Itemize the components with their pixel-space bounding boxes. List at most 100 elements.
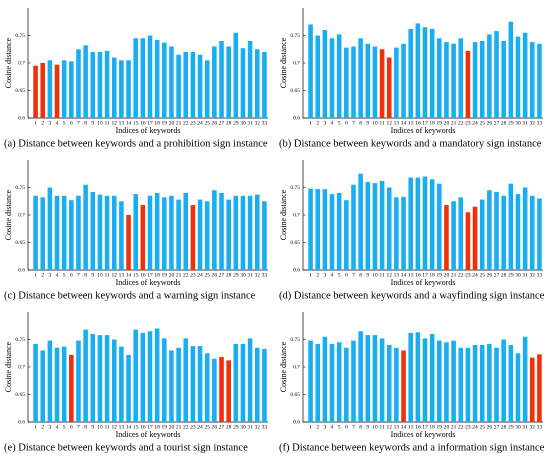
x-tick-label: 1	[309, 272, 312, 278]
bar	[212, 46, 217, 118]
y-tick-label: 0.6	[293, 115, 300, 121]
bar	[394, 197, 399, 270]
x-tick-label: 4	[331, 424, 334, 430]
x-tick-label: 31	[522, 424, 528, 430]
x-tick-label: 6	[345, 120, 348, 126]
bar	[501, 339, 506, 422]
x-tick-label: 33	[537, 272, 543, 278]
y-axis-label: Cosine distance	[4, 189, 13, 240]
y-tick-label: 0.65	[15, 392, 25, 398]
x-tick-label: 2	[316, 120, 319, 126]
bar	[308, 24, 313, 118]
chart-title: (d) Distance between keywords and a wayf…	[279, 290, 545, 301]
x-tick-label: 12	[111, 424, 117, 430]
x-tick-label: 16	[140, 424, 146, 430]
x-tick-label: 18	[154, 272, 160, 278]
x-tick-label: 17	[422, 120, 428, 126]
x-tick-label: 7	[77, 424, 80, 430]
x-tick-label: 33	[262, 120, 268, 126]
bar	[126, 354, 131, 422]
bar	[97, 52, 103, 118]
x-tick-label: 20	[444, 424, 450, 430]
bar	[479, 41, 485, 118]
bar	[494, 31, 499, 119]
bar	[408, 28, 413, 118]
x-tick-label: 19	[162, 272, 168, 278]
x-tick-label: 30	[240, 424, 246, 430]
x-tick-label: 1	[34, 424, 37, 430]
x-tick-label: 23	[465, 120, 471, 126]
bar	[422, 338, 428, 422]
x-tick-label: 18	[154, 120, 160, 126]
bar	[262, 52, 267, 118]
bar	[190, 346, 196, 422]
bar	[386, 345, 392, 422]
bar	[176, 54, 181, 118]
x-tick-label: 4	[56, 272, 59, 278]
x-tick-label: 31	[247, 424, 253, 430]
x-tick-label: 11	[104, 272, 110, 278]
bar	[515, 194, 521, 270]
x-tick-label: 28	[226, 424, 232, 430]
bar	[76, 340, 81, 422]
bar	[422, 27, 428, 118]
x-tick-label: 10	[97, 120, 103, 126]
bar	[90, 334, 96, 422]
bar	[154, 328, 160, 422]
x-tick-label: 33	[262, 272, 268, 278]
x-tick-label: 3	[49, 272, 52, 278]
bar	[47, 60, 53, 118]
bar	[351, 46, 356, 118]
bar	[169, 195, 174, 270]
bar	[119, 201, 124, 270]
bar	[233, 32, 239, 118]
bar	[315, 189, 321, 270]
bar	[76, 49, 81, 118]
bar	[351, 184, 356, 270]
chart-title: (c) Distance between keywords and a warn…	[4, 290, 256, 301]
x-tick-label: 14	[401, 120, 407, 126]
bar	[54, 195, 60, 270]
bar	[247, 338, 253, 422]
bar	[308, 188, 313, 270]
x-tick-label: 19	[437, 424, 443, 430]
x-tick-label: 29	[233, 272, 239, 278]
x-tick-label: 1	[309, 120, 312, 126]
bar	[515, 36, 521, 118]
x-tick-label: 9	[91, 272, 94, 278]
y-tick-label: 0.7	[293, 60, 300, 66]
y-axis-label: Cosine distance	[4, 341, 13, 392]
bar	[183, 193, 189, 270]
bar	[408, 177, 413, 270]
bar	[322, 336, 328, 422]
bar	[61, 60, 67, 118]
y-axis-label: Cosine distance	[279, 37, 288, 88]
x-tick-label: 30	[240, 272, 246, 278]
x-tick-label: 24	[197, 424, 203, 430]
bar	[465, 347, 471, 422]
bar	[451, 340, 456, 422]
x-tick-label: 23	[465, 424, 471, 430]
bar	[61, 346, 67, 422]
x-tick-label: 25	[204, 272, 210, 278]
bar	[308, 340, 313, 422]
bar	[147, 195, 153, 270]
bar	[365, 335, 371, 422]
x-tick-label: 5	[338, 120, 341, 126]
chart-title: (b) Distance between keywords and a mand…	[279, 138, 542, 149]
bar	[465, 212, 471, 270]
x-axis-label: Indices of keywords	[116, 126, 181, 135]
x-tick-label: 14	[126, 272, 132, 278]
x-tick-label: 28	[226, 272, 232, 278]
x-tick-label: 12	[111, 120, 117, 126]
x-tick-label: 27	[494, 424, 500, 430]
x-tick-label: 23	[190, 272, 196, 278]
bar	[154, 193, 160, 270]
bar	[262, 201, 267, 270]
y-tick-label: 0.7	[293, 364, 300, 370]
x-tick-label: 15	[408, 424, 414, 430]
x-tick-label: 13	[119, 120, 125, 126]
x-tick-label: 19	[437, 120, 443, 126]
bar	[329, 38, 335, 118]
x-tick-label: 12	[111, 272, 117, 278]
